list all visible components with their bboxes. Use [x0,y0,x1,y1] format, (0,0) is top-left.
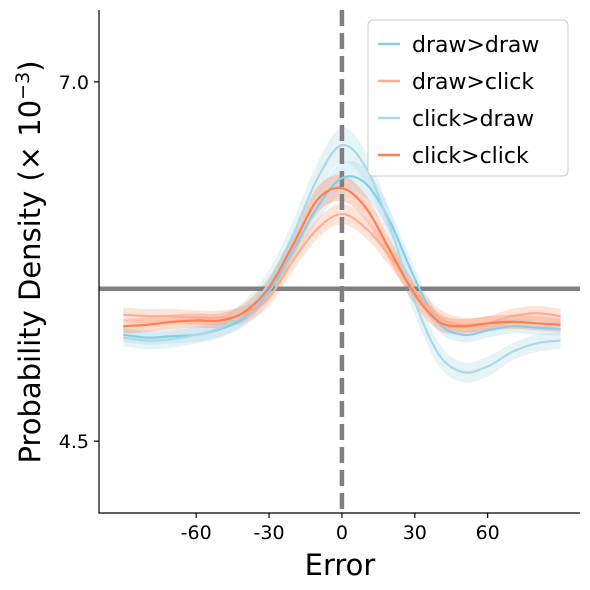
band-click-draw [123,127,561,383]
legend-box [367,19,569,177]
reference-lines [99,10,580,513]
line-click-click [123,186,561,328]
x-tick-label: 0 [336,522,348,544]
x-axis-label: Error [305,548,376,582]
x-tick-label: -30 [254,522,285,544]
band-click-click [123,174,561,334]
legend-label: draw>draw [412,33,539,58]
legend-label: click>click [412,144,529,169]
axes [98,10,580,514]
line-click-draw [123,143,561,374]
series-lines [123,143,561,374]
x-tick-label: -60 [181,522,212,544]
legend-label: click>draw [412,107,534,132]
y-tick-label: 7.0 [59,72,89,94]
ticks: -60 -30 0 30 60 4.5 7.0 [59,72,500,544]
y-axis-label-close: ) [13,60,47,71]
y-axis-label: Probability Density (× 10−3) [12,60,47,463]
legend: draw>draw draw>click click>draw click>click [367,19,569,177]
legend-label: draw>click [412,70,534,95]
y-tick-label: 4.5 [59,431,89,453]
x-tick-label: 60 [476,522,500,544]
x-tick-label: 30 [403,522,427,544]
band-draw-click [123,204,561,333]
y-axis-label-exponent: −3 [12,72,34,100]
y-axis-label-main: Probability Density (× 10 [13,100,47,464]
